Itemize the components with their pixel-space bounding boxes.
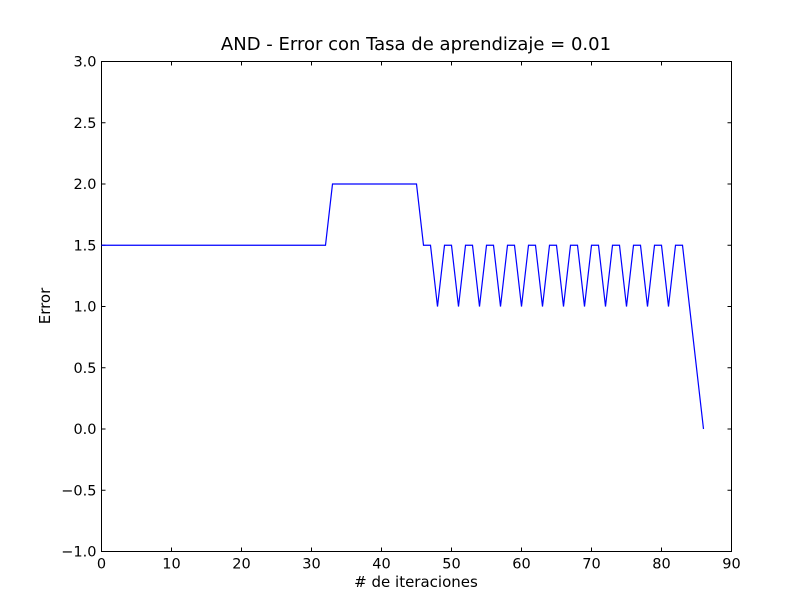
y-tick-label: 0.0 xyxy=(73,422,96,438)
x-tick-label: 60 xyxy=(512,557,530,573)
x-axis-label: # de iteraciones xyxy=(354,573,478,591)
x-tick-label: 80 xyxy=(652,557,670,573)
x-tick-label: 30 xyxy=(302,557,320,573)
axis-ticks: 0 10 20 30 40 50 60 70 80 90 −1.0 −0.5 0.0 0.5 1.0 1.5 2… xyxy=(61,55,740,573)
y-tick-label: −0.5 xyxy=(61,483,96,499)
x-tick-label: 10 xyxy=(162,557,180,573)
y-tick-label: 1.5 xyxy=(73,238,96,254)
x-tick-label: 50 xyxy=(442,557,460,573)
series-line xyxy=(101,183,705,430)
y-tick-label: 2.5 xyxy=(73,116,96,132)
series-group xyxy=(101,183,705,430)
x-tick-label: 0 xyxy=(97,557,106,573)
chart-title: AND - Error con Tasa de aprendizaje = 0.… xyxy=(221,34,611,55)
plot-area xyxy=(101,61,732,552)
x-tick-label: 20 xyxy=(232,557,250,573)
x-tick-label: 90 xyxy=(722,557,740,573)
y-tick-label: 3.0 xyxy=(73,55,96,71)
x-tick-label: 70 xyxy=(582,557,600,573)
y-axis-label: Error xyxy=(36,287,54,324)
y-tick-label: 1.0 xyxy=(73,300,96,316)
y-tick-label: 2.0 xyxy=(73,177,96,193)
y-tick-label: 0.5 xyxy=(73,361,96,377)
y-tick-label: −1.0 xyxy=(61,545,96,561)
x-tick-label: 40 xyxy=(372,557,390,573)
